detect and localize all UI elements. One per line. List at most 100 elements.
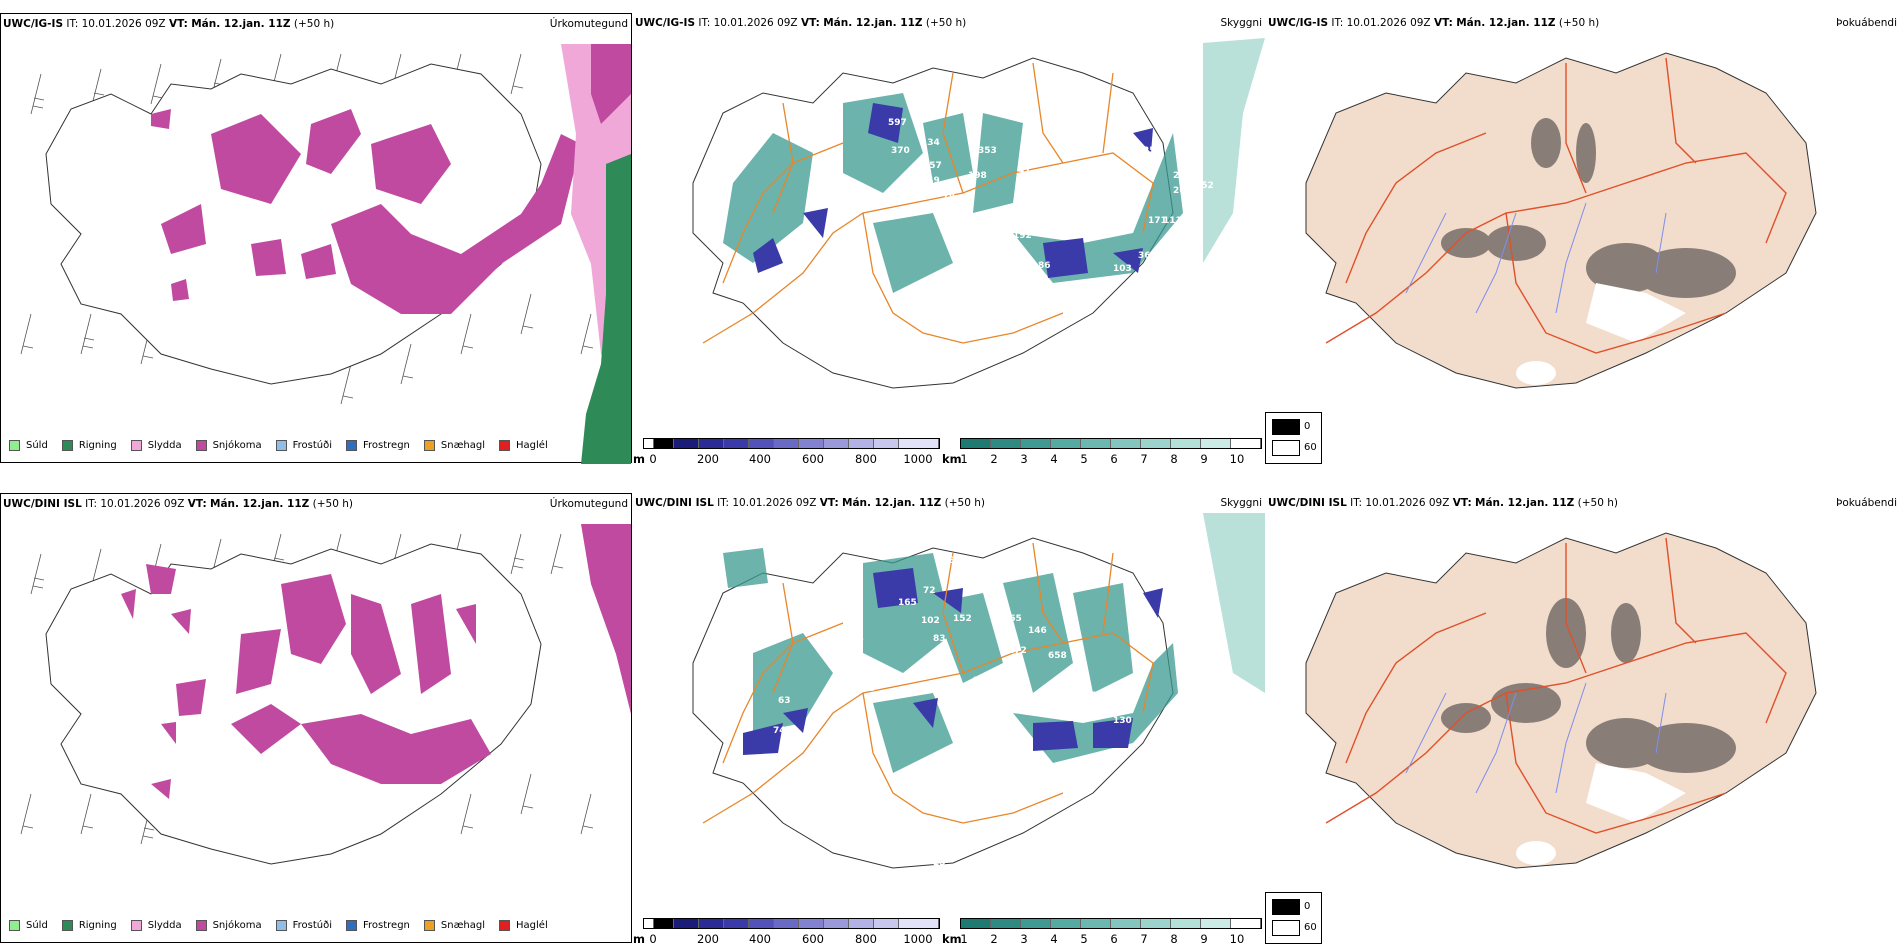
visibility-tick: 9 <box>1200 932 1208 946</box>
precip-type-legend: Súld Rigning Slydda Snjókoma Frostúði Fr… <box>9 920 548 931</box>
legend-item: Snæhagl <box>423 440 485 451</box>
legend-item: Snjókoma <box>195 920 262 931</box>
legend-white-box <box>1272 440 1300 456</box>
fog-index-panel-row2: UWC/DINI ISL IT: 10.01.2026 09Z VT: Mán.… <box>1266 493 1900 943</box>
panel-header: UWC/DINI ISL IT: 10.01.2026 09Z VT: Mán.… <box>3 498 353 510</box>
legend-item: Frostregn <box>346 920 410 931</box>
rivers <box>1405 202 1667 314</box>
island-land <box>1305 532 1817 869</box>
svg-text:130: 130 <box>1113 716 1132 726</box>
roads <box>702 542 1154 824</box>
legend-low-value: 0 <box>1304 901 1311 912</box>
visibility-unit: km <box>942 932 962 946</box>
legend-low-value: 0 <box>1304 421 1311 432</box>
svg-text:152: 152 <box>953 614 972 624</box>
visibility-swatches <box>960 918 1262 929</box>
svg-text:137: 137 <box>953 236 972 246</box>
legend-item: Haglél <box>499 920 548 931</box>
svg-text:282: 282 <box>973 676 992 686</box>
legend-item: Rigning <box>61 440 117 451</box>
svg-text:37: 37 <box>813 186 826 196</box>
panel-header: UWC/IG-IS IT: 10.01.2026 09Z VT: Mán. 12… <box>635 17 967 29</box>
visibility-tick: 5 <box>1080 452 1088 466</box>
svg-text:172: 172 <box>1008 646 1027 656</box>
svg-text:155: 155 <box>978 251 997 261</box>
svg-text:456: 456 <box>843 664 862 674</box>
svg-text:43: 43 <box>971 571 984 581</box>
svg-text:111: 111 <box>1163 216 1182 226</box>
panel-title: Þokuábendi <box>1836 17 1897 29</box>
fog-shading <box>1441 118 1736 298</box>
svg-text:119: 119 <box>968 698 987 708</box>
terrain-tick: 200 <box>697 932 719 946</box>
terrain-tick: 400 <box>749 452 771 466</box>
svg-text:498: 498 <box>1028 186 1047 196</box>
svg-text:102: 102 <box>921 616 940 626</box>
svg-text:67: 67 <box>823 261 836 271</box>
svg-text:25: 25 <box>1143 146 1156 156</box>
svg-text:74: 74 <box>773 726 786 736</box>
fog-shading <box>1441 598 1736 773</box>
svg-text:25: 25 <box>933 858 946 868</box>
svg-text:104: 104 <box>998 264 1017 274</box>
svg-text:138: 138 <box>913 684 932 694</box>
white-areas <box>1516 283 1686 385</box>
legend-black-box <box>1272 419 1300 435</box>
rivers <box>1405 682 1667 794</box>
visibility-tick: 3 <box>1020 932 1028 946</box>
visibility-value-labels: 597 370 134 257 149 74 353 198 47 498 11… <box>738 118 1214 386</box>
svg-text:86: 86 <box>1038 261 1051 271</box>
panel-title: Þokuábendi <box>1836 497 1897 509</box>
svg-text:47: 47 <box>1018 166 1031 176</box>
visibility-tick: 6 <box>1110 932 1118 946</box>
svg-text:95: 95 <box>1025 708 1038 718</box>
panel-title: Skyggni <box>1220 497 1263 509</box>
svg-text:809: 809 <box>845 636 864 646</box>
visibility-map: 597 370 134 257 149 74 353 198 47 498 11… <box>692 38 1265 389</box>
svg-text:193: 193 <box>1091 691 1110 701</box>
sunshine-legend-row1: 0 60 <box>1265 412 1322 464</box>
svg-text:192: 192 <box>1013 231 1032 241</box>
visibility-tick: 4 <box>1050 932 1058 946</box>
legend-item: Frostúði <box>275 440 332 451</box>
panel-header: UWC/IG-IS IT: 10.01.2026 09Z VT: Mán. 12… <box>3 18 335 30</box>
svg-text:74: 74 <box>943 191 956 201</box>
precip-type-map <box>20 524 631 865</box>
white-areas <box>1516 763 1686 865</box>
terrain-colorbar-row1: m 0 200 400 600 800 1000 <box>633 438 940 468</box>
legend-item: Slydda <box>130 440 182 451</box>
precip-type-panel-row1: UWC/IG-IS IT: 10.01.2026 09Z VT: Mán. 12… <box>0 13 632 464</box>
svg-text:63: 63 <box>778 696 791 706</box>
legend-item: Snjókoma <box>195 440 262 451</box>
fog-index-map <box>1305 532 1817 869</box>
svg-text:104: 104 <box>1128 611 1147 621</box>
terrain-tick: 600 <box>802 452 824 466</box>
visibility-tick: 5 <box>1080 932 1088 946</box>
precip-type-panel-row2: UWC/DINI ISL IT: 10.01.2026 09Z VT: Mán.… <box>0 493 632 943</box>
rain-band <box>581 154 631 464</box>
svg-text:20: 20 <box>1143 646 1156 656</box>
panel-title: Úrkomutegund <box>549 498 628 510</box>
visibility-tick: 4 <box>1050 452 1058 466</box>
terrain-tick: 800 <box>855 932 877 946</box>
visibility-value-labels: 421 538 43 72 165 102 152 83 809 456 89 … <box>773 551 1156 868</box>
precip-type-legend: Súld Rigning Slydda Snjókoma Frostúði Fr… <box>9 440 548 451</box>
svg-text:72: 72 <box>923 586 936 596</box>
blue-visibility <box>743 568 1163 755</box>
panel-header: UWC/DINI ISL IT: 10.01.2026 09Z VT: Mán.… <box>1268 497 1618 509</box>
svg-text:646: 646 <box>818 171 837 181</box>
svg-text:198: 198 <box>968 171 987 181</box>
visibility-panel-row2: UWC/DINI ISL IT: 10.01.2026 09Z VT: Mán.… <box>633 493 1265 943</box>
legend-item: Súld <box>9 440 48 451</box>
svg-text:141: 141 <box>891 688 910 698</box>
visibility-unit: km <box>942 452 962 466</box>
legend-high-value: 60 <box>1304 922 1317 933</box>
svg-text:252: 252 <box>1195 181 1214 191</box>
legend-high-value: 60 <box>1304 442 1317 453</box>
svg-text:658: 658 <box>1048 651 1067 661</box>
snow-band-east <box>581 524 631 714</box>
svg-text:149: 149 <box>921 176 940 186</box>
fog-index-map <box>1305 52 1817 389</box>
panel-title: Skyggni <box>1220 17 1263 29</box>
visibility-tick: 10 <box>1229 452 1245 466</box>
